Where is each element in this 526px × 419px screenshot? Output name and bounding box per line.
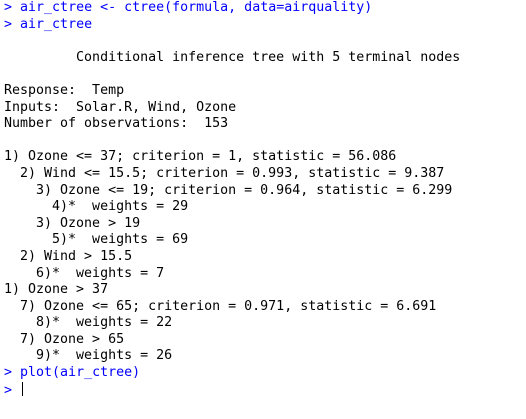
prompt-symbol: > <box>4 365 13 381</box>
tree-node-line: 1) Ozone <= 37; criterion = 1, statistic… <box>4 149 397 165</box>
command-text: air_ctree <box>20 16 93 32</box>
tree-node-line: 9)* weights = 26 <box>4 348 173 364</box>
tree-node-line: 5)* weights = 69 <box>4 232 189 248</box>
command-line: > air_ctree <- ctree(formula, data=airqu… <box>4 0 526 17</box>
tree-node-line: 3) Ozone <= 19; criterion = 0.964, stati… <box>4 182 453 198</box>
output-line <box>4 66 526 83</box>
text-cursor <box>22 381 24 396</box>
tree-node-line: 1) Ozone > 37 <box>4 282 109 298</box>
command-text: air_ctree <- ctree(formula, data=airqual… <box>20 0 373 15</box>
command-line: > air_ctree <box>4 17 526 34</box>
command-line: > plot(air_ctree) <box>4 365 526 382</box>
tree-node-line: 4)* weights = 29 <box>4 199 189 215</box>
output-line <box>4 33 526 50</box>
tree-node-line: 8)* weights = 22 <box>4 315 173 331</box>
output-line <box>4 133 526 150</box>
tree-node-line: 6)* weights = 7 <box>4 265 165 281</box>
tree-node-line: 7) Ozone > 65 <box>4 331 125 347</box>
prompt-symbol: > <box>4 382 13 398</box>
output-inputs: Inputs: Solar.R, Wind, Ozone <box>4 99 237 115</box>
tree-node-line: 2) Wind <= 15.5; criterion = 0.993, stat… <box>4 165 445 181</box>
tree-node-line: 3) Ozone > 19 <box>4 215 141 231</box>
tree-node-line: 7) Ozone <= 65; criterion = 0.971, stati… <box>4 298 437 314</box>
prompt-symbol: > <box>4 0 13 15</box>
output-tree-title: Conditional inference tree with 5 termin… <box>4 49 461 65</box>
command-text: plot(air_ctree) <box>20 365 141 381</box>
prompt-symbol: > <box>4 16 13 32</box>
output-observations: Number of observations: 153 <box>4 116 229 132</box>
output-response: Response: Temp <box>4 82 125 98</box>
active-input-line[interactable]: > <box>4 381 526 399</box>
tree-node-line: 2) Wind > 15.5 <box>4 248 133 264</box>
